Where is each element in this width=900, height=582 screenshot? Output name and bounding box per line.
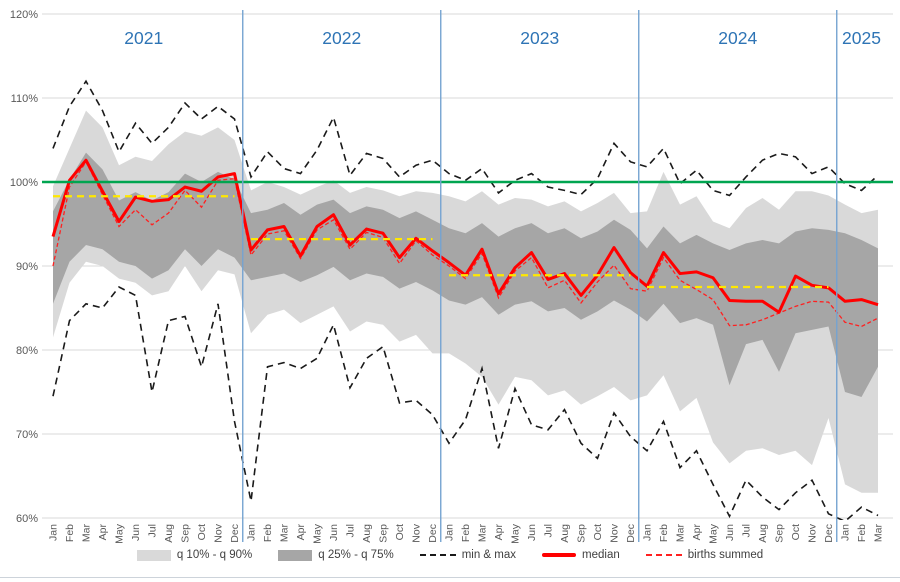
month-label-39: Apr	[691, 524, 703, 541]
legend-item-median: median	[542, 549, 620, 561]
y-tick-label-60: 60%	[16, 513, 38, 525]
y-tick-label-70: 70%	[16, 429, 38, 441]
legend-label-minmax: min & max	[461, 549, 517, 561]
month-label-17: Jun	[328, 524, 340, 541]
month-label-49: Feb	[856, 524, 868, 542]
month-label-37: Feb	[658, 524, 670, 542]
legend-item-q25-q75: q 25% - q 75%	[278, 549, 394, 561]
y-tick-label-110: 110%	[11, 93, 39, 105]
month-label-18: Jul	[345, 524, 357, 537]
month-label-14: Mar	[279, 524, 291, 543]
y-tick-label-120: 120%	[10, 9, 38, 21]
month-label-36: Jan	[642, 524, 654, 541]
legend-label-q10-q90: q 10% - q 90%	[176, 549, 253, 561]
month-label-46: Nov	[807, 523, 819, 542]
month-label-3: Apr	[97, 524, 109, 541]
month-label-21: Oct	[394, 524, 406, 540]
legend-item-births: births summed	[645, 549, 764, 561]
max-line	[52, 79, 879, 197]
month-label-8: Sep	[180, 524, 192, 543]
legend-label-median: median	[582, 549, 620, 561]
year-label-2021: 2021	[124, 28, 163, 48]
month-label-22: Nov	[411, 523, 423, 542]
month-label-6: Jul	[147, 524, 159, 537]
month-label-19: Aug	[361, 524, 373, 543]
month-label-41: Jun	[724, 524, 736, 541]
series-layer	[51, 79, 879, 520]
legend-item-minmax: min & max	[419, 549, 517, 561]
year-label-2025: 2025	[842, 28, 881, 48]
month-label-25: Feb	[460, 524, 472, 542]
year-label-2022: 2022	[322, 28, 361, 48]
month-label-31: Aug	[559, 524, 571, 543]
month-label-29: Jun	[526, 524, 538, 541]
month-label-15: Apr	[295, 524, 307, 541]
median-line-swatch	[542, 553, 577, 557]
legend-label-q25-q75: q 25% - q 75%	[318, 549, 394, 561]
month-label-13: Feb	[262, 524, 274, 542]
image-bottom-border	[0, 577, 900, 578]
legend-item-q10-q90: q 10% - q 90%	[136, 549, 253, 561]
year-separators	[242, 10, 838, 542]
y-tick-label-80: 80%	[16, 345, 38, 357]
month-label-47: Dec	[823, 524, 835, 543]
month-label-16: May	[312, 523, 324, 544]
month-label-2: Mar	[81, 524, 93, 543]
month-label-43: Aug	[757, 524, 769, 543]
month-label-50: Mar	[873, 524, 885, 543]
minmax-line-swatch	[419, 554, 456, 556]
month-label-28: May	[510, 523, 522, 544]
month-label-10: Nov	[213, 523, 225, 542]
month-label-23: Dec	[427, 524, 439, 543]
month-label-30: Jul	[543, 524, 555, 537]
month-label-34: Nov	[609, 523, 621, 542]
births-line-swatch	[645, 554, 682, 556]
month-label-38: Mar	[675, 524, 687, 543]
year-label-2024: 2024	[718, 28, 757, 48]
month-label-44: Sep	[774, 524, 786, 543]
month-label-26: Mar	[477, 524, 489, 543]
month-label-12: Jan	[246, 524, 258, 541]
y-tick-label-90: 90%	[16, 261, 38, 273]
month-label-0: Jan	[48, 524, 60, 541]
q25-q75-band-swatch	[278, 549, 313, 561]
q10-q90-band-swatch	[136, 549, 171, 561]
month-label-11: Dec	[229, 524, 241, 543]
month-label-9: Oct	[196, 524, 208, 540]
month-label-48: Jan	[840, 524, 852, 541]
month-label-20: Sep	[378, 524, 390, 543]
month-label-1: Feb	[64, 524, 76, 542]
month-label-32: Sep	[576, 524, 588, 543]
births-summed-line	[52, 160, 879, 328]
chart-legend: q 10% - q 90% q 25% - q 75% min & max me…	[0, 549, 900, 561]
y-axis-labels: 120% 110% 100% 90% 80% 70% 60%	[10, 9, 38, 525]
month-label-27: Apr	[493, 524, 505, 541]
month-label-33: Oct	[592, 524, 604, 540]
year-label-2023: 2023	[520, 28, 559, 48]
month-label-4: May	[114, 523, 126, 544]
year-labels: 2021 2022 2023 2024 2025	[124, 28, 881, 48]
x-axis-labels: Jan Feb Mar Apr May Jun Jul Aug Sep Oct Nov Dec Jan F…	[48, 523, 885, 544]
month-label-42: Jul	[741, 524, 753, 537]
legend-label-births: births summed	[687, 549, 764, 561]
month-label-40: May	[708, 523, 720, 544]
month-label-5: Jun	[130, 524, 142, 541]
year-average-lines	[53, 195, 829, 289]
y-tick-label-100: 100%	[10, 177, 38, 189]
month-label-7: Aug	[163, 524, 175, 543]
month-label-35: Dec	[625, 524, 637, 543]
month-label-45: Oct	[790, 524, 802, 540]
month-label-24: Jan	[444, 524, 456, 541]
